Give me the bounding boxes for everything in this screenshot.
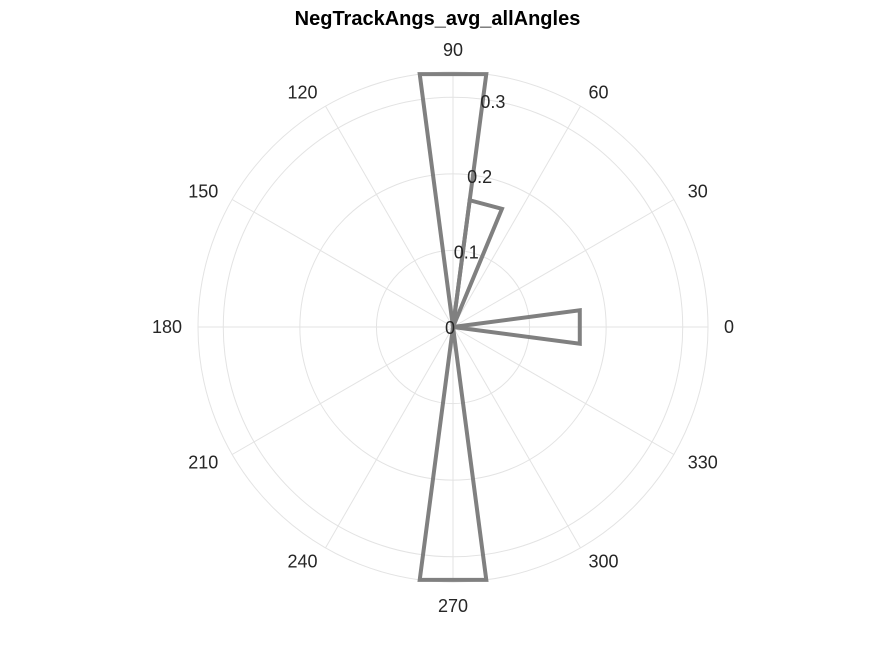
grid-spoke: [231, 199, 454, 328]
grid-spoke: [452, 326, 581, 549]
histogram-bins: [417, 72, 582, 582]
polar-grid: [197, 71, 709, 583]
grid-spoke: [452, 105, 581, 328]
angle-tick-label: 330: [688, 453, 718, 473]
histogram-bin: [417, 326, 489, 582]
radial-tick-label: 0.2: [467, 167, 492, 187]
histogram-bin: [417, 72, 489, 328]
grid-spoke: [231, 326, 454, 455]
radial-tick-label: 0: [445, 318, 455, 338]
angle-tick-label: 60: [589, 82, 609, 102]
angle-tick-label: 0: [724, 317, 734, 337]
chart-title: NegTrackAngs_avg_allAngles: [294, 8, 581, 30]
angle-tick-label: 210: [188, 453, 218, 473]
angle-tick-label: 300: [589, 552, 619, 572]
angle-tick-label: 180: [152, 317, 182, 337]
radial-tick-label: 0.1: [454, 243, 479, 263]
angle-tick-label: 270: [438, 596, 468, 616]
radial-tick-label: 0.3: [480, 92, 505, 112]
angle-tick-labels: 0 30 60 90 120 150 180 210 240 270 300 330: [152, 40, 734, 616]
grid-spoke: [452, 326, 675, 455]
angle-tick-label: 120: [287, 82, 317, 102]
histogram-bin: [452, 308, 582, 346]
radial-tick-labels: 0 0.1 0.2 0.3: [445, 92, 505, 338]
angle-tick-label: 90: [443, 40, 463, 60]
angle-tick-label: 240: [287, 552, 317, 572]
grid-spoke: [325, 105, 454, 328]
angle-tick-label: 30: [688, 182, 708, 202]
grid-spoke: [325, 326, 454, 549]
grid-spoke: [452, 199, 675, 328]
angle-tick-label: 150: [188, 182, 218, 202]
